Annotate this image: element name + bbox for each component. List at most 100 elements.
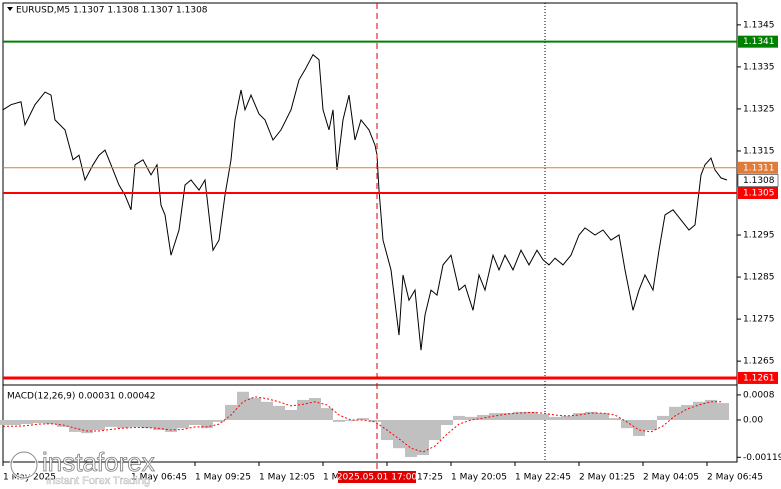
macd-bar (573, 413, 585, 420)
macd-bar (513, 411, 525, 420)
x-tick-label: 1 May 22:45 (515, 473, 571, 483)
macd-bar (21, 419, 33, 425)
macd-bar (9, 419, 21, 425)
macd-bar (597, 413, 609, 420)
macd-bar (477, 414, 489, 420)
watermark-logo-outline (10, 451, 38, 479)
y-tick-label: 0.0008 (743, 390, 775, 400)
macd-bar (585, 411, 597, 420)
macd-bar (621, 419, 633, 429)
level-label: 1.1341 (743, 37, 775, 47)
x-tick-label: 1 May 12:05 (259, 473, 315, 483)
macd-bar (705, 399, 717, 420)
plot-frame (2, 2, 738, 463)
macd-bar (549, 416, 561, 420)
macd-bar (165, 419, 177, 432)
watermark: instaforex Instant Forex Trading (9, 446, 155, 487)
macd-bar (153, 419, 165, 431)
y-tick-label: -0.00119 (743, 453, 781, 463)
macd-bar (33, 419, 45, 424)
current-price-label: 1.1308 (743, 176, 775, 186)
macd-bar (405, 419, 417, 457)
cursor-label: 2025.05.01 17:00 (337, 473, 418, 483)
y-tick-label: 1.1285 (743, 273, 775, 283)
title-arrow (7, 7, 13, 11)
macd-bar (489, 413, 501, 420)
level-label-box (738, 187, 778, 199)
x-tick-label: 2 May 01:25 (579, 473, 635, 483)
y-tick-label: 0.00 (743, 415, 763, 425)
macd-bar (237, 391, 249, 420)
macd-bar (657, 415, 669, 420)
cursor-label-box (338, 471, 416, 483)
macd-bar (429, 419, 441, 441)
macd-bar (201, 419, 213, 429)
current-price-box (737, 174, 779, 187)
macd-title: MACD(12,26,9) 0.00031 0.00042 (7, 392, 156, 402)
macd-bar (717, 403, 729, 420)
level-label: 1.1311 (743, 163, 775, 173)
macd-bar (261, 401, 273, 420)
macd-bar (345, 419, 357, 421)
y-tick-label: 1.1325 (743, 104, 775, 114)
macd-bar (117, 419, 129, 429)
signal-line (3, 396, 723, 453)
x-tick-label: 1 May 06:45 (131, 473, 187, 483)
macd-bar (0, 419, 9, 425)
macd-bar (501, 413, 513, 420)
macd-bar (441, 419, 453, 425)
macd-bar (93, 419, 105, 431)
macd-bar (57, 419, 69, 427)
watermark-brand: instaforex (42, 447, 155, 477)
x-tick-label: 1 May 09:25 (195, 473, 251, 483)
level-label: 1.1305 (743, 189, 775, 199)
macd-bar (105, 419, 117, 427)
x-tick-label: 2 May 04:05 (643, 473, 699, 483)
price-line (2, 53, 728, 351)
y-tick-label: 1.1265 (743, 357, 775, 367)
macd-bar (357, 418, 369, 420)
x-tick-label: 2 May 06:45 (707, 473, 763, 483)
y-tick-label: 1.1275 (743, 315, 775, 325)
macd-bar (321, 408, 333, 420)
macd-bar (417, 419, 429, 456)
y-tick-label: 1.1295 (743, 231, 775, 241)
macd-bar (141, 419, 153, 429)
macd-bar (309, 398, 321, 420)
level-label-box (738, 371, 778, 384)
macd-bar (285, 409, 297, 420)
macd-bar (453, 415, 465, 420)
macd-bar (561, 415, 573, 420)
watermark-tagline: Instant Forex Trading (46, 475, 150, 487)
x-tick-label: 1 May 20:05 (451, 473, 507, 483)
macd-bar (645, 419, 657, 431)
macd-bar (273, 405, 285, 420)
level-label-box (738, 35, 778, 48)
macd-bar (213, 419, 225, 422)
level-label: 1.1261 (743, 373, 775, 383)
macd-bar (465, 416, 477, 420)
macd-bar (681, 404, 693, 420)
macd-bar (129, 419, 141, 427)
macd-bar (537, 414, 549, 420)
chart-title: EURUSD,M5 1.1307 1.1308 1.1307 1.1308 (16, 6, 208, 16)
macd-bar (393, 419, 405, 449)
macd-bar (297, 399, 309, 420)
macd-bar (177, 419, 189, 429)
macd-bar (225, 404, 237, 420)
macd-bar (333, 419, 345, 422)
macd-bar (669, 406, 681, 420)
y-tick-label: 1.1345 (743, 20, 775, 30)
macd-bar (693, 401, 705, 420)
macd-bar (249, 398, 261, 420)
macd-bar (369, 419, 381, 422)
macd-bar (189, 419, 201, 425)
y-tick-label: 1.1335 (743, 62, 775, 72)
macd-bar (69, 419, 81, 432)
macd-bar (633, 419, 645, 436)
macd-bar (525, 411, 537, 420)
macd-bar (609, 418, 621, 420)
macd-bar (45, 419, 57, 425)
